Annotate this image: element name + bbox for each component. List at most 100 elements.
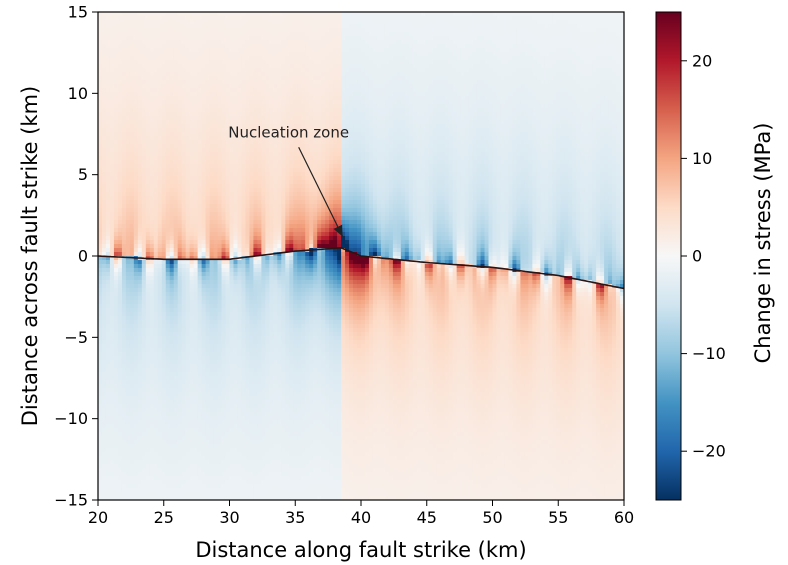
heatmap-cell: [600, 52, 605, 57]
heatmap-cell: [604, 80, 609, 85]
heatmap-cell: [412, 140, 418, 145]
heatmap-cell: [468, 120, 474, 125]
heatmap-cell: [169, 124, 175, 129]
heatmap-cell: [229, 96, 235, 101]
heatmap-cell: [189, 60, 195, 65]
heatmap-cell: [329, 112, 334, 117]
heatmap-cell: [404, 12, 410, 17]
heatmap-cell: [361, 128, 366, 133]
heatmap-cell: [440, 112, 446, 117]
heatmap-cell: [520, 104, 525, 109]
heatmap-cell: [141, 140, 147, 145]
heatmap-cell: [125, 156, 131, 161]
heatmap-cell: [209, 56, 215, 61]
heatmap-cell: [612, 120, 617, 125]
heatmap-cell: [357, 56, 362, 61]
heatmap-cell: [516, 12, 521, 17]
heatmap-cell: [98, 152, 103, 157]
heatmap-cell: [492, 48, 498, 53]
heatmap-cell: [289, 128, 294, 133]
heatmap-cell: [412, 104, 418, 109]
heatmap-cell: [544, 104, 549, 109]
heatmap-cell: [420, 16, 426, 21]
heatmap-cell: [464, 68, 470, 73]
heatmap-cell: [269, 124, 274, 129]
heatmap-cell: [572, 156, 577, 161]
heatmap-cell: [448, 140, 454, 145]
heatmap-cell: [368, 56, 374, 61]
heatmap-cell: [380, 48, 386, 53]
heatmap-cell: [281, 24, 286, 29]
heatmap-cell: [528, 140, 533, 145]
heatmap-cell: [520, 72, 525, 77]
heatmap-cell: [444, 36, 450, 41]
heatmap-cell: [349, 100, 354, 105]
heatmap-cell: [364, 64, 370, 69]
heatmap-cell: [380, 120, 386, 125]
heatmap-cell: [596, 72, 601, 77]
heatmap-cell: [612, 20, 617, 25]
heatmap-cell: [217, 116, 223, 121]
heatmap-cell: [600, 128, 605, 133]
heatmap-cell: [420, 72, 426, 77]
heatmap-cell: [588, 128, 593, 133]
heatmap-cell: [372, 140, 378, 145]
heatmap-cell: [544, 16, 549, 21]
heatmap-cell: [484, 92, 490, 97]
heatmap-cell: [400, 84, 406, 89]
heatmap-cell: [436, 128, 442, 133]
heatmap-cell: [496, 92, 502, 97]
heatmap-cell: [161, 132, 167, 137]
heatmap-cell: [480, 124, 486, 129]
heatmap-cell: [217, 64, 223, 69]
heatmap-cell: [249, 20, 254, 25]
heatmap-cell: [277, 104, 282, 109]
heatmap-cell: [516, 80, 521, 85]
heatmap-cell: [98, 48, 103, 53]
heatmap-cell: [368, 64, 374, 69]
heatmap-cell: [604, 16, 609, 21]
heatmap-cell: [448, 100, 454, 105]
heatmap-cell: [544, 140, 549, 145]
heatmap-cell: [137, 92, 143, 97]
heatmap-cell: [189, 40, 195, 45]
heatmap-cell: [540, 60, 545, 65]
heatmap-cell: [396, 12, 402, 17]
heatmap-cell: [456, 80, 462, 85]
heatmap-cell: [500, 88, 506, 93]
heatmap-cell: [580, 140, 585, 145]
heatmap-cell: [584, 16, 589, 21]
heatmap-cell: [261, 140, 266, 145]
heatmap-cell: [620, 44, 624, 49]
heatmap-cell: [492, 160, 498, 165]
heatmap-cell: [293, 32, 298, 37]
heatmap-cell: [157, 68, 163, 73]
heatmap-cell: [536, 160, 541, 165]
heatmap-cell: [600, 28, 605, 33]
heatmap-cell: [380, 56, 386, 61]
heatmap-cell: [592, 40, 597, 45]
heatmap-cell: [444, 108, 450, 113]
heatmap-cell: [404, 48, 410, 53]
heatmap-cell: [113, 96, 119, 101]
heatmap-cell: [149, 120, 155, 125]
heatmap-cell: [488, 112, 494, 117]
heatmap-cell: [560, 76, 565, 81]
heatmap-cell: [380, 44, 386, 49]
heatmap-cell: [261, 112, 266, 117]
heatmap-cell: [317, 16, 322, 21]
heatmap-cell: [241, 24, 247, 29]
heatmap-cell: [281, 80, 286, 85]
heatmap-cell: [576, 100, 581, 105]
heatmap-cell: [532, 124, 537, 129]
heatmap-cell: [384, 72, 390, 77]
heatmap-cell: [225, 100, 231, 105]
heatmap-cell: [548, 48, 553, 53]
heatmap-cell: [484, 148, 490, 153]
heatmap-cell: [245, 64, 251, 69]
heatmap-cell: [564, 104, 569, 109]
heatmap-cell: [484, 40, 490, 45]
heatmap-cell: [277, 72, 282, 77]
heatmap-cell: [193, 72, 199, 77]
